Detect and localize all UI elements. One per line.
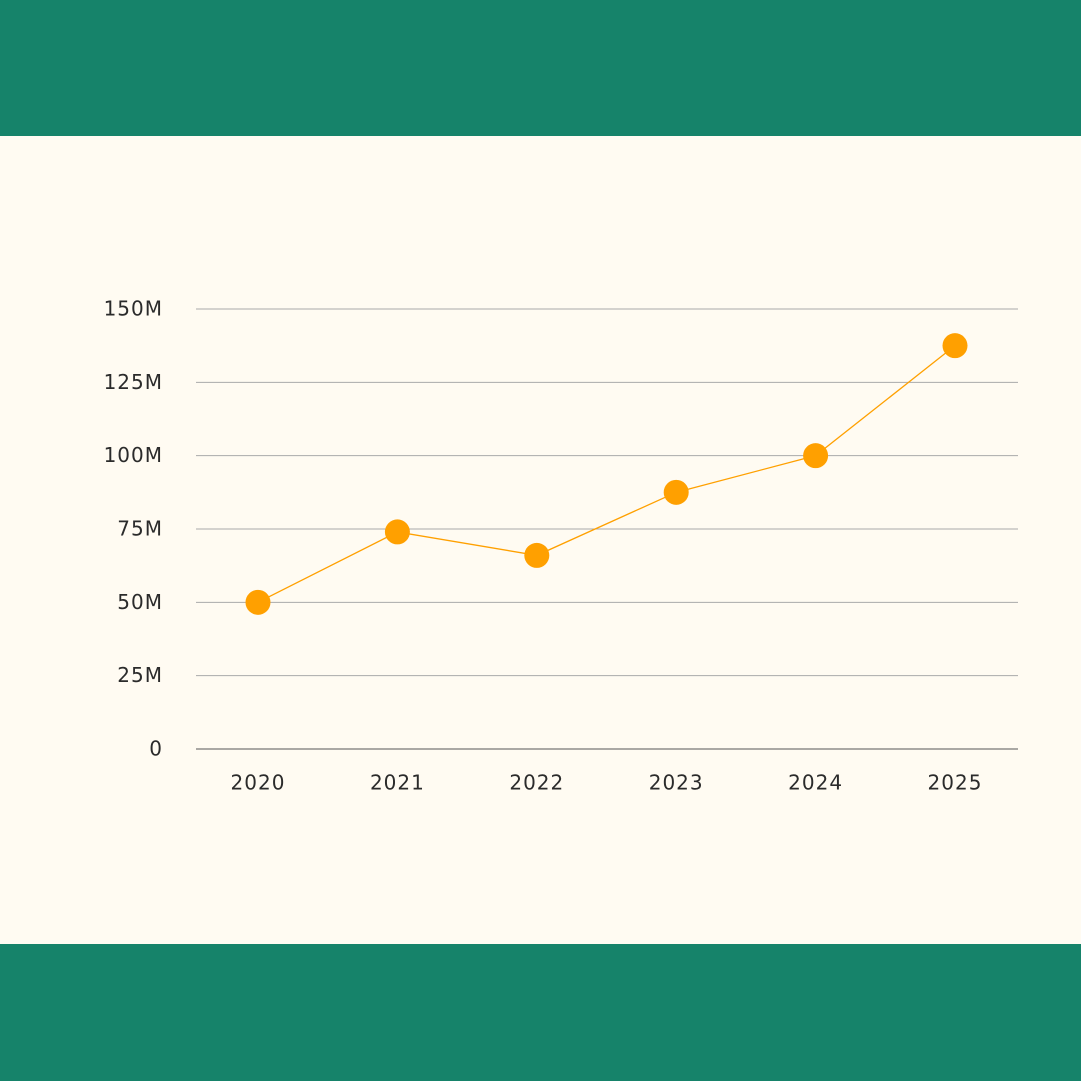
y-tick-label: 50M	[117, 590, 163, 614]
data-point	[803, 443, 829, 469]
y-tick-label: 25M	[117, 663, 163, 687]
x-tick-label: 2025	[928, 771, 983, 795]
data-point	[942, 333, 968, 359]
y-tick-label: 0	[149, 737, 163, 761]
x-tick-label: 2023	[649, 771, 704, 795]
x-tick-label: 2022	[509, 771, 564, 795]
y-tick-label: 150M	[104, 297, 163, 321]
bottom-band	[0, 944, 1081, 1081]
y-tick-label: 100M	[104, 443, 163, 467]
data-point	[245, 589, 271, 615]
top-band	[0, 0, 1081, 136]
x-tick-label: 2021	[370, 771, 425, 795]
y-tick-label: 75M	[117, 517, 163, 541]
data-point	[384, 519, 410, 545]
y-tick-label: 125M	[104, 370, 163, 394]
data-point	[524, 542, 550, 568]
x-tick-label: 2020	[231, 771, 286, 795]
x-tick-label: 2024	[788, 771, 843, 795]
data-line	[257, 345, 956, 603]
data-point	[663, 479, 689, 505]
